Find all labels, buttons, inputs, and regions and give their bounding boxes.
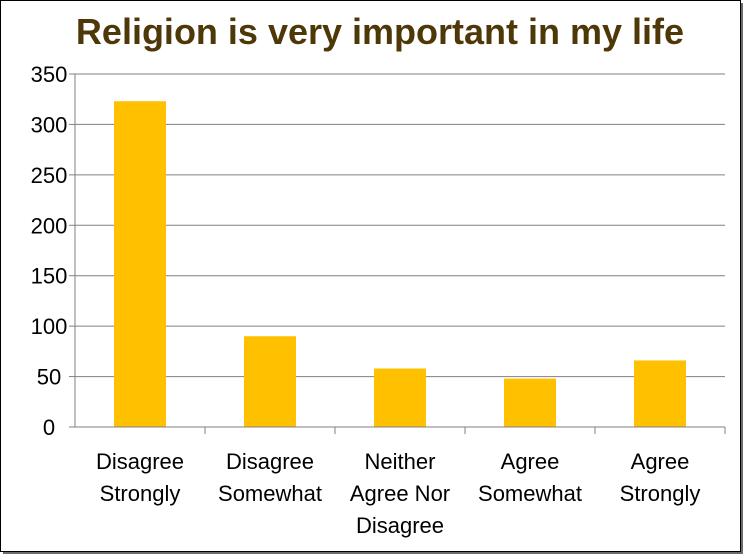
y-tick-label: 350 (31, 62, 68, 87)
axes (69, 74, 726, 434)
x-category-label: Disagree Strongly (96, 449, 184, 506)
y-tick-label: 250 (31, 163, 68, 188)
y-tick-label: 100 (31, 314, 68, 339)
bar (114, 101, 166, 427)
y-tick-label: 200 (31, 213, 68, 238)
bars (114, 101, 686, 427)
y-tick-label: 300 (31, 112, 68, 137)
x-category-label: Disagree Somewhat (218, 449, 322, 506)
x-axis-labels: Disagree Strongly Disagree Somewhat Neither A… (96, 449, 700, 538)
x-category-label: Agree Somewhat (478, 449, 582, 506)
y-tick-label: 0 (43, 415, 55, 440)
x-category-label: Neither Agree Nor Disagree (350, 449, 450, 538)
y-tick-label: 50 (37, 365, 61, 390)
chart-title: Religion is very important in my life (76, 11, 684, 52)
gridlines (75, 73, 725, 378)
y-axis-ticks: 0 50 100 150 200 250 300 350 (31, 62, 75, 440)
bar (374, 368, 426, 427)
bar (504, 378, 556, 427)
bar (244, 336, 296, 427)
x-category-label: Agree Strongly (620, 449, 701, 506)
bar (634, 360, 686, 427)
y-tick-label: 150 (31, 264, 68, 289)
